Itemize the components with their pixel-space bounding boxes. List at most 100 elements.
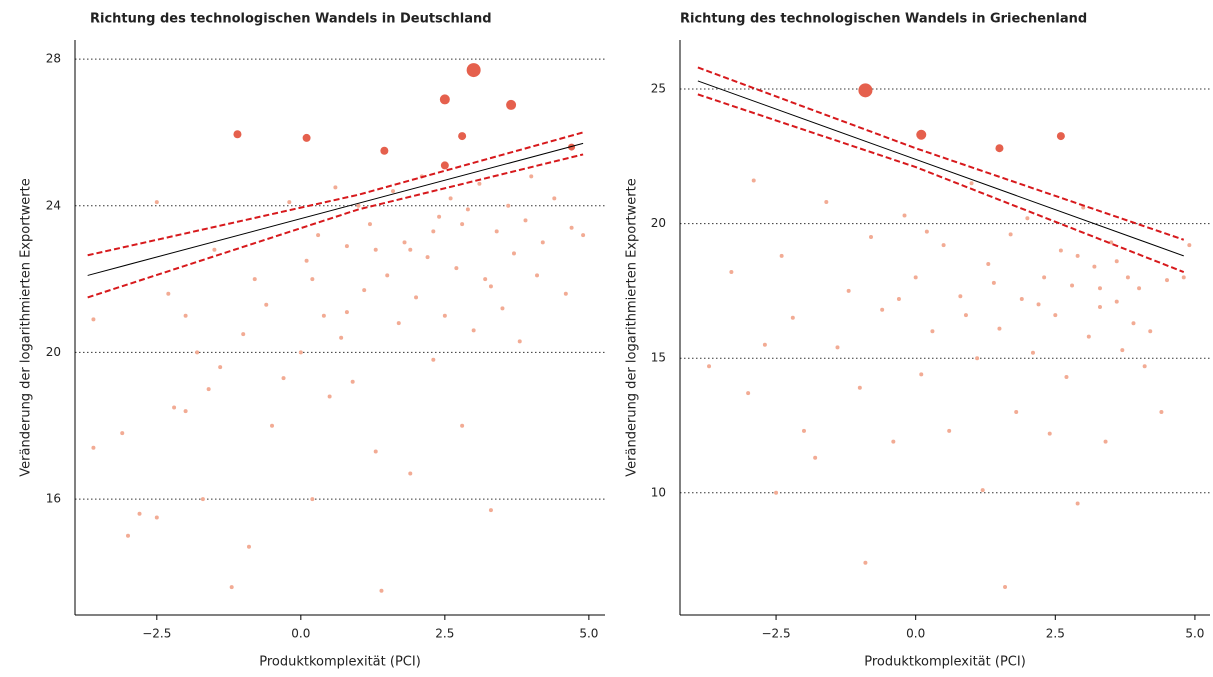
highlight-point [568,143,576,151]
y-tick-label: 25 [651,81,666,95]
point [431,357,436,362]
point [997,326,1002,331]
point [857,385,862,390]
point [344,310,349,315]
point [298,350,303,355]
point [154,200,159,205]
point [477,181,482,186]
y-tick-label: 24 [46,198,61,212]
scatter-panel: Richtung des technologischen Wandels in … [625,12,1210,670]
x-axis-label: Produktkomplexität (PCI) [259,655,421,670]
confidence-band [87,131,584,257]
point [746,391,751,396]
point [91,317,96,322]
point [913,275,918,280]
point [880,307,885,312]
x-tick-label: 2.5 [435,627,454,641]
x-axis-label: Produktkomplexität (PCI) [864,655,1026,670]
x-tick-label: −2.5 [761,627,790,641]
point [373,247,378,252]
point [391,189,395,194]
point [581,233,586,238]
point [408,471,413,476]
point [729,270,734,275]
point [563,291,568,296]
confidence-band [87,153,584,299]
point [454,266,459,271]
point [362,288,367,293]
y-tick-label: 10 [651,485,666,499]
point [1047,431,1052,436]
point [471,328,476,333]
point [824,200,829,205]
point [437,214,442,219]
y-tick-label: 28 [46,52,61,66]
point [316,233,321,238]
point [172,405,177,410]
point [1064,375,1069,380]
point [252,277,257,282]
point [1014,410,1019,415]
point [1058,248,1063,253]
fit-line [87,142,584,276]
point [529,174,534,179]
point [1114,299,1119,304]
point [448,196,453,201]
point [183,313,188,318]
point [896,296,901,301]
point [356,203,361,208]
point [367,222,372,227]
point [986,261,991,266]
point [229,585,234,590]
point [460,423,465,428]
point [183,409,188,414]
point [425,255,430,260]
y-axis-label: Veränderung der logarithmierten Exportwe… [625,178,640,476]
point [414,295,419,300]
point [1086,334,1091,339]
y-axis-label: Veränderung der logarithmierten Exportwe… [19,178,34,476]
highlight-point [233,130,242,139]
point [1025,216,1030,221]
highlight-point [995,144,1004,153]
point [310,277,315,282]
point [339,335,344,340]
point [835,345,840,350]
point [869,235,874,240]
point [947,428,952,433]
x-tick-label: 0.0 [291,627,310,641]
point [707,364,712,369]
y-tick-label: 20 [46,345,61,359]
point [270,423,275,428]
point [1148,329,1153,334]
point [1097,305,1102,310]
point [1114,259,1119,264]
point [396,321,401,326]
point [1109,240,1114,245]
point [919,372,924,377]
point [488,508,493,513]
point [863,560,868,565]
point [1053,313,1058,318]
point [963,313,968,318]
point [511,251,516,256]
point [1075,501,1080,506]
highlight-point [506,99,517,110]
point [304,258,309,263]
point [1164,278,1169,283]
point [494,229,499,234]
point [137,511,142,516]
point [790,315,795,320]
point [1042,275,1047,280]
point [540,240,545,245]
x-tick-label: 2.5 [1046,627,1065,641]
point [1103,439,1108,444]
chart-title: Richtung des technologischen Wandels in … [90,12,492,27]
point [1030,350,1035,355]
point [762,342,767,347]
point [1036,302,1041,307]
point [902,213,907,218]
highlight-point [458,132,467,141]
point [1159,410,1164,415]
